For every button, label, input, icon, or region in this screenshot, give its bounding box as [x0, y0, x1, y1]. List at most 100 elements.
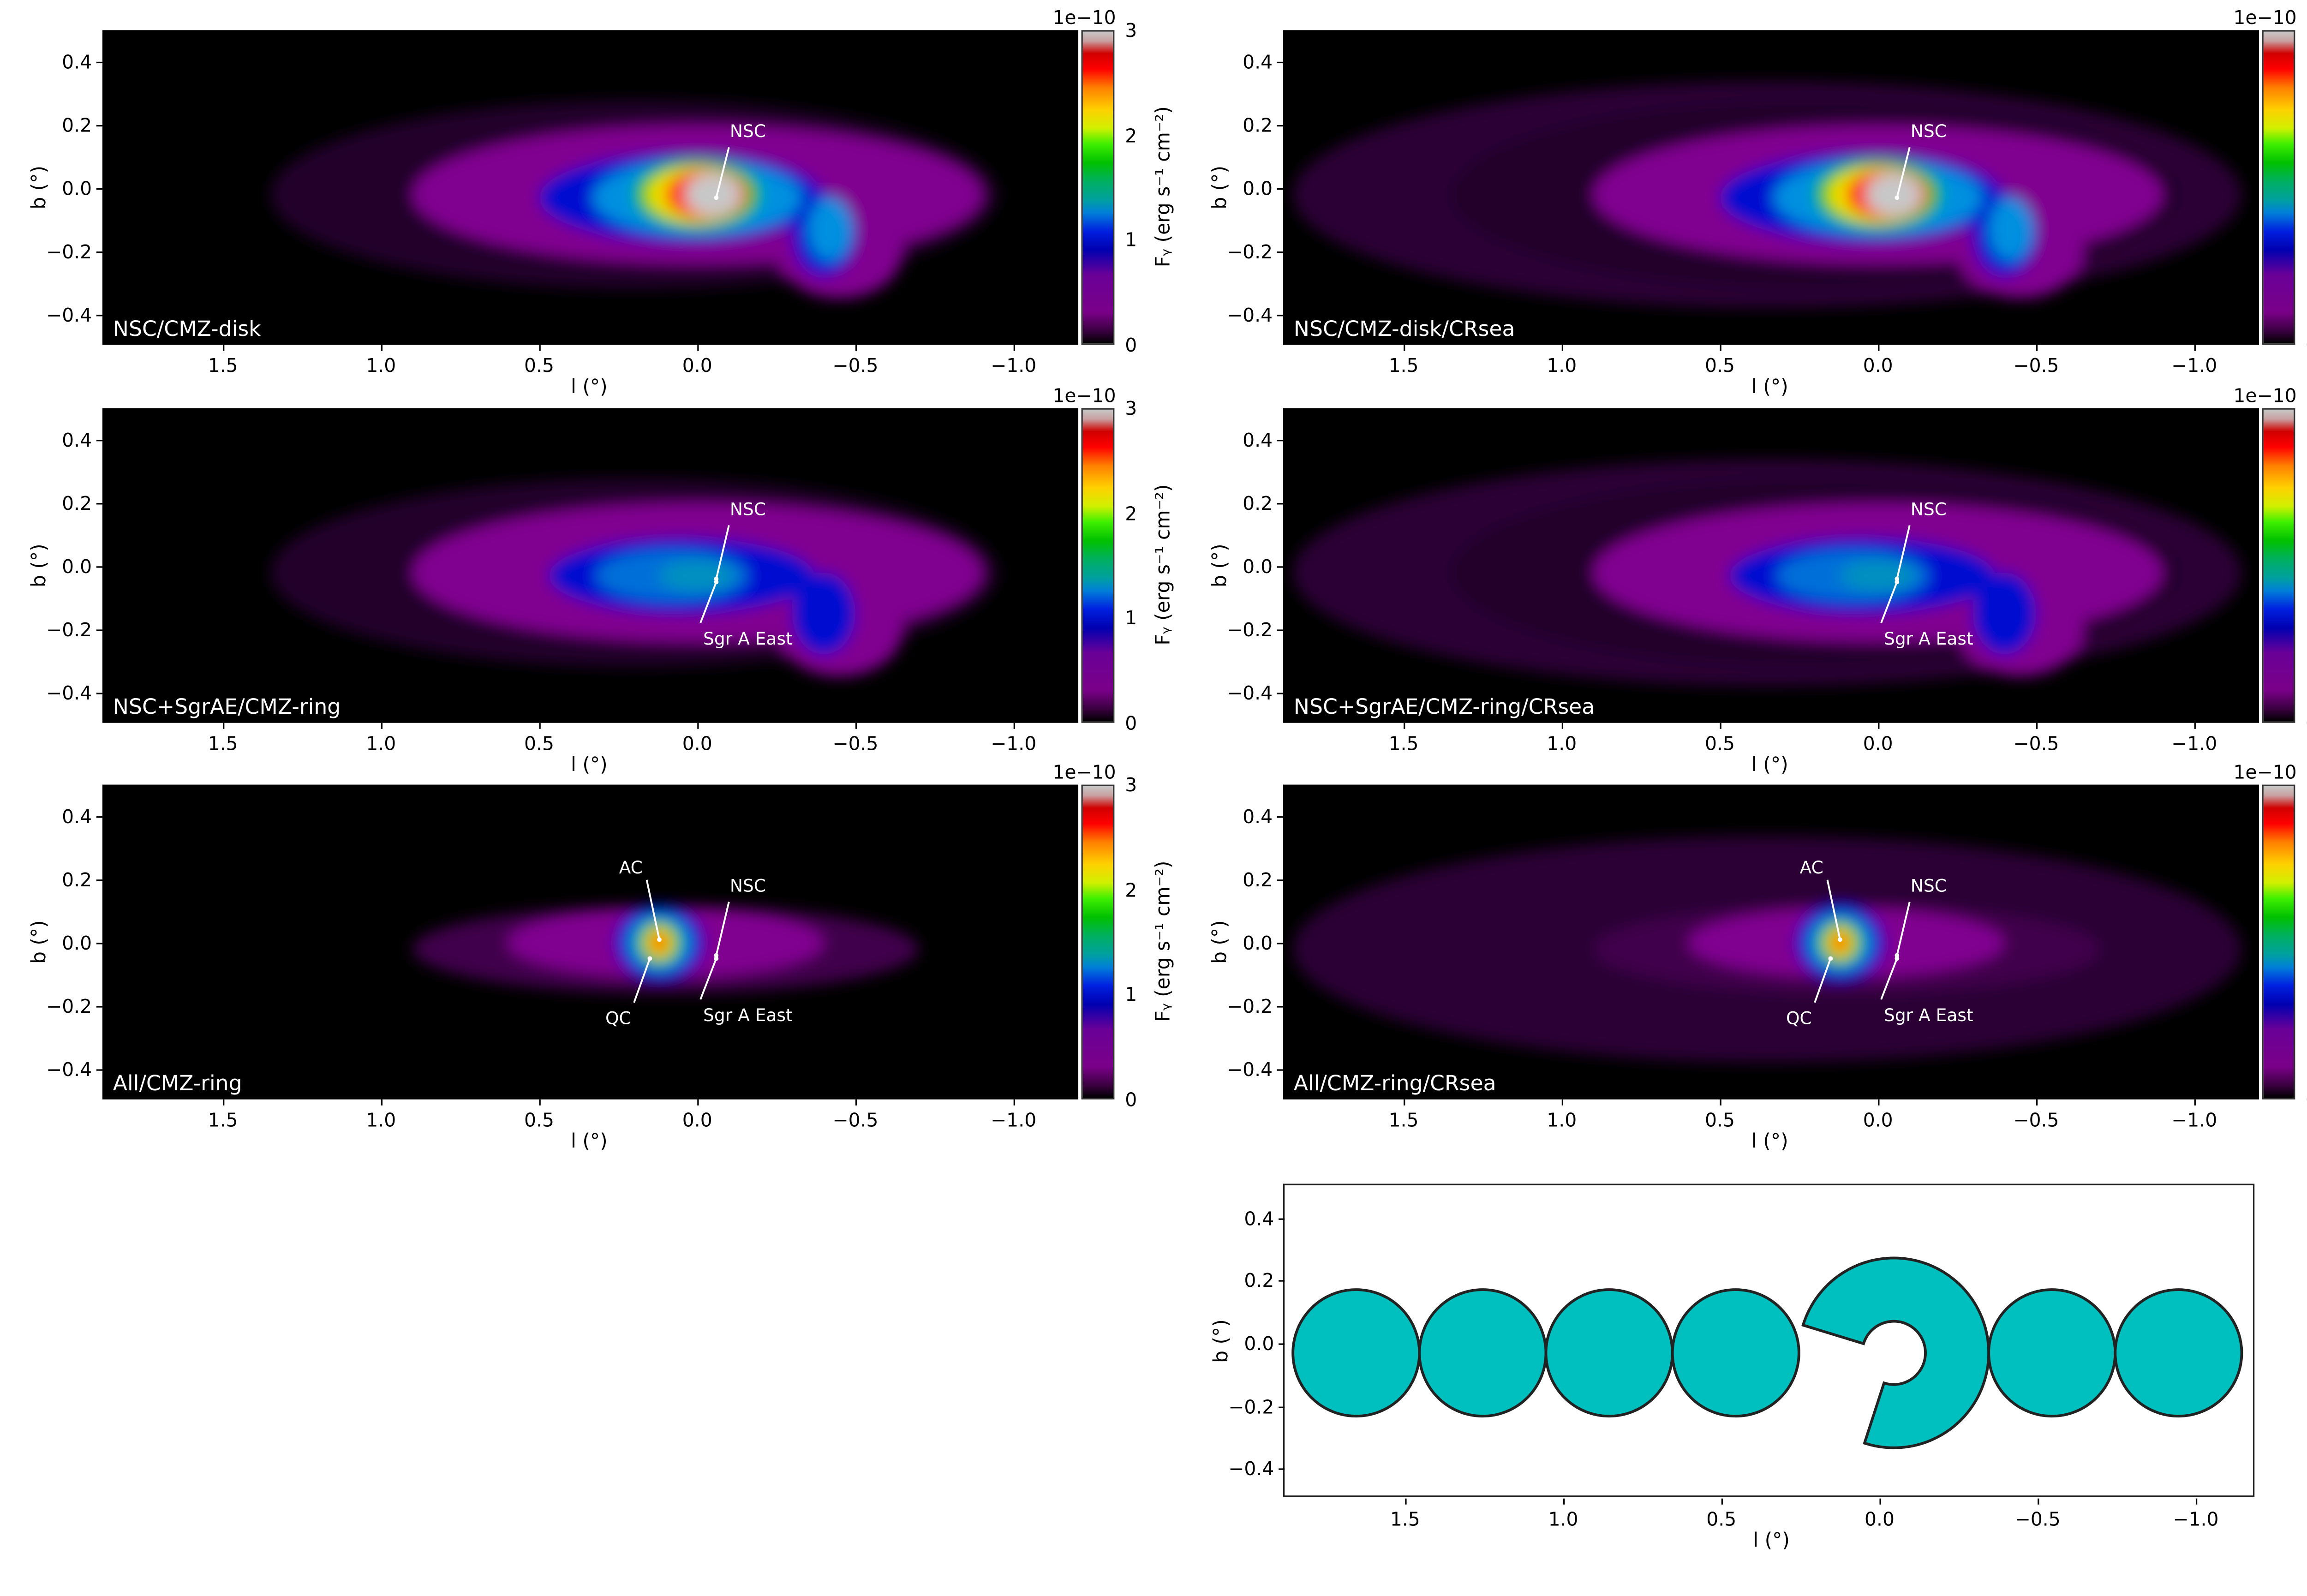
- x-tick-label: −1.0: [2171, 732, 2217, 755]
- y-tick-mark: [96, 251, 102, 253]
- annotation-arrow: [699, 581, 717, 623]
- y-tick-mark: [1277, 943, 1283, 944]
- x-tick-mark: [2194, 723, 2196, 729]
- emission-contour: [1972, 572, 2036, 655]
- colorbar-tick-label: 3: [1125, 773, 1137, 796]
- colorbar-exponent: 1e−10: [2233, 384, 2297, 407]
- y-tick-label: 0.4: [1243, 429, 1273, 452]
- x-axis-label: l (°): [1751, 754, 1788, 777]
- panel-label: NSC+SgrAE/CMZ-ring: [113, 695, 341, 720]
- region-shapes-panel: 1.5 1.0 0.5 0.0 −0.5 −1.0 0.4 0.2 0.0 −0.2 −0.4 l (…: [1211, 1184, 2255, 1553]
- y-tick-label: 0.0: [62, 931, 92, 954]
- x-tick-label: 0.0: [682, 732, 712, 755]
- y-tick-mark: [96, 817, 102, 819]
- colorbar-exponent: 1e−10: [1052, 384, 1116, 407]
- x-tick-label: 1.0: [1548, 1507, 1578, 1530]
- annotation-arrow: [633, 958, 651, 1003]
- x-tick-label: −0.5: [832, 354, 879, 377]
- x-tick-label: 1.0: [366, 732, 396, 755]
- arrow-head: [657, 937, 662, 942]
- x-axis-label: l (°): [1751, 1131, 1788, 1154]
- x-tick-label: −0.5: [2014, 1507, 2061, 1530]
- x-tick-label: 1.5: [1388, 354, 1419, 377]
- y-tick-label: −0.4: [46, 303, 92, 326]
- y-tick-mark: [96, 188, 102, 190]
- heatmap-image: AC QC NSC Sgr A East All/CMZ-ring: [102, 784, 1079, 1100]
- y-tick-label: −0.4: [46, 1057, 92, 1080]
- colorbar-tick-label: 2: [2306, 124, 2307, 146]
- colorbar: [1081, 30, 1115, 345]
- y-tick-mark: [96, 879, 102, 882]
- x-tick-mark: [1404, 345, 1405, 351]
- annotation-label: AC: [1799, 856, 1823, 878]
- arrow-head: [1838, 937, 1842, 942]
- x-tick-label: 1.0: [1547, 354, 1577, 377]
- x-tick-mark: [2036, 1099, 2038, 1106]
- y-tick-mark: [1277, 62, 1283, 64]
- colorbar-tick-label: 0: [2306, 1088, 2307, 1111]
- x-tick-mark: [1720, 723, 1721, 729]
- y-tick-label: 0.0: [1243, 177, 1273, 200]
- annotation-label: NSC: [1910, 499, 1947, 520]
- y-tick-label: 0.2: [1243, 114, 1273, 137]
- y-tick-label: −0.2: [1226, 239, 1273, 263]
- y-axis-label: b (°): [1209, 543, 1232, 587]
- y-tick-mark: [1277, 566, 1283, 568]
- emission-contour: [1865, 172, 1923, 217]
- y-tick-label: −0.2: [46, 994, 92, 1017]
- annotation-label: QC: [605, 1008, 631, 1029]
- x-tick-mark: [697, 345, 699, 351]
- x-tick-mark: [381, 1099, 383, 1106]
- y-tick-label: 0.2: [1244, 1269, 1274, 1292]
- arrow-head: [714, 576, 719, 581]
- y-tick-label: 0.0: [1243, 555, 1273, 578]
- annotation-arrow: [645, 879, 660, 940]
- emission-contour: [1989, 197, 2033, 261]
- x-tick-mark: [855, 723, 857, 729]
- x-tick-mark: [2194, 1099, 2196, 1106]
- x-tick-label: 1.5: [1388, 732, 1419, 755]
- colorbar-tick-label: 1: [2306, 229, 2307, 251]
- colorbar-tick-label: 3: [2306, 397, 2307, 419]
- x-tick-label: 0.5: [524, 354, 554, 377]
- x-tick-mark: [2036, 345, 2038, 351]
- y-axis-label: b (°): [1211, 1319, 1234, 1363]
- y-tick-label: −0.4: [1226, 1057, 1273, 1080]
- x-axis-label: l (°): [571, 1131, 608, 1154]
- heatmap-image: AC QC NSC Sgr A East All/CMZ-ring/CRsea: [1283, 784, 2259, 1100]
- colorbar-tick-label: 3: [2306, 19, 2307, 42]
- y-tick-mark: [1277, 125, 1283, 127]
- y-tick-label: −0.2: [46, 239, 92, 263]
- emission-contour: [1832, 933, 1848, 952]
- colorbar-label: Fᵧ (erg s⁻¹ cm⁻²): [1153, 484, 1176, 646]
- x-tick-mark: [1561, 345, 1564, 351]
- x-tick-mark: [1879, 1498, 1881, 1505]
- colorbar-tick-label: 3: [1125, 397, 1137, 420]
- x-tick-mark: [223, 1099, 225, 1106]
- panel-label: All/CMZ-ring: [113, 1072, 242, 1097]
- colorbar-tick-label: 2: [1125, 502, 1137, 525]
- annotation-label: NSC: [729, 875, 766, 897]
- x-tick-label: 0.0: [1863, 1108, 1893, 1131]
- arrow-head: [1828, 956, 1833, 961]
- x-tick-mark: [697, 1099, 699, 1106]
- x-tick-label: −1.0: [2171, 1108, 2217, 1131]
- arrow-head: [714, 580, 719, 585]
- heatmap-image: NSC Sgr A East NSC+SgrAE/CMZ-ring/CRsea: [1283, 408, 2259, 723]
- annotation-arrow: [1896, 525, 1911, 580]
- x-tick-label: 0.5: [524, 1108, 554, 1131]
- x-tick-mark: [223, 345, 225, 351]
- colorbar-tick-label: 0: [2306, 334, 2307, 356]
- y-tick-label: 0.4: [1244, 1207, 1274, 1230]
- panel-label: NSC+SgrAE/CMZ-ring/CRsea: [1293, 695, 1595, 720]
- panel-label: All/CMZ-ring/CRsea: [1293, 1072, 1496, 1097]
- annotation-label: NSC: [1910, 875, 1947, 897]
- emission-contour: [651, 933, 668, 952]
- x-tick-label: −0.5: [2013, 732, 2059, 755]
- colorbar-tick-label: 2: [2306, 878, 2307, 901]
- y-axis-label: b (°): [29, 165, 52, 209]
- y-tick-label: 0.4: [1243, 51, 1273, 74]
- y-tick-label: 0.2: [62, 492, 92, 515]
- annotation-arrow: [1896, 147, 1911, 198]
- x-tick-mark: [223, 723, 225, 729]
